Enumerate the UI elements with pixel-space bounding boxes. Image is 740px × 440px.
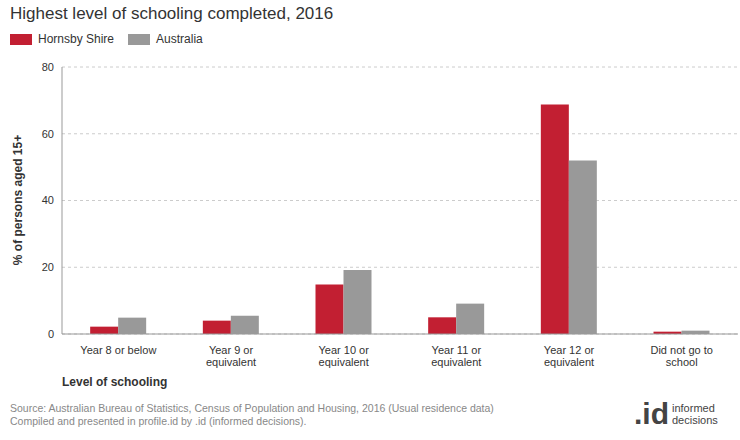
svg-text:Did not go toschool: Did not go toschool	[650, 344, 712, 368]
html-text:Source: Australian Bureau of S: Source: Australian Bureau of Statistics,…	[10, 402, 494, 414]
html-text:Hornsby Shire: Hornsby Shire	[38, 32, 114, 46]
html-text:Australia: Australia	[156, 32, 203, 46]
svg-text:20: 20	[42, 261, 54, 273]
svg-text:60: 60	[42, 128, 54, 140]
svg-text:Year 11 orequivalent: Year 11 orequivalent	[431, 344, 481, 368]
html-text:% of persons aged 15+: % of persons aged 15+	[11, 134, 25, 266]
svg-text:80: 80	[42, 61, 54, 73]
html-text:Level of schooling: Level of schooling	[62, 375, 168, 389]
html-text:informed decisions: informed decisions	[672, 402, 718, 426]
html-text:Compiled and presented in prof: Compiled and presented in profile.id by …	[10, 415, 307, 427]
svg-text:Year 8 or below: Year 8 or below	[80, 344, 156, 356]
svg-text:Year 10 orequivalent: Year 10 orequivalent	[318, 344, 369, 368]
html-text:.id: .id	[634, 397, 669, 430]
svg-text:40: 40	[42, 194, 54, 206]
svg-text:Year 12 orequivalent: Year 12 orequivalent	[544, 344, 595, 368]
svg-text:0: 0	[48, 328, 54, 340]
html-text:Highest level of schooling com: Highest level of schooling completed, 20…	[10, 4, 334, 23]
svg-text:Year 9 orequivalent: Year 9 orequivalent	[206, 344, 256, 368]
